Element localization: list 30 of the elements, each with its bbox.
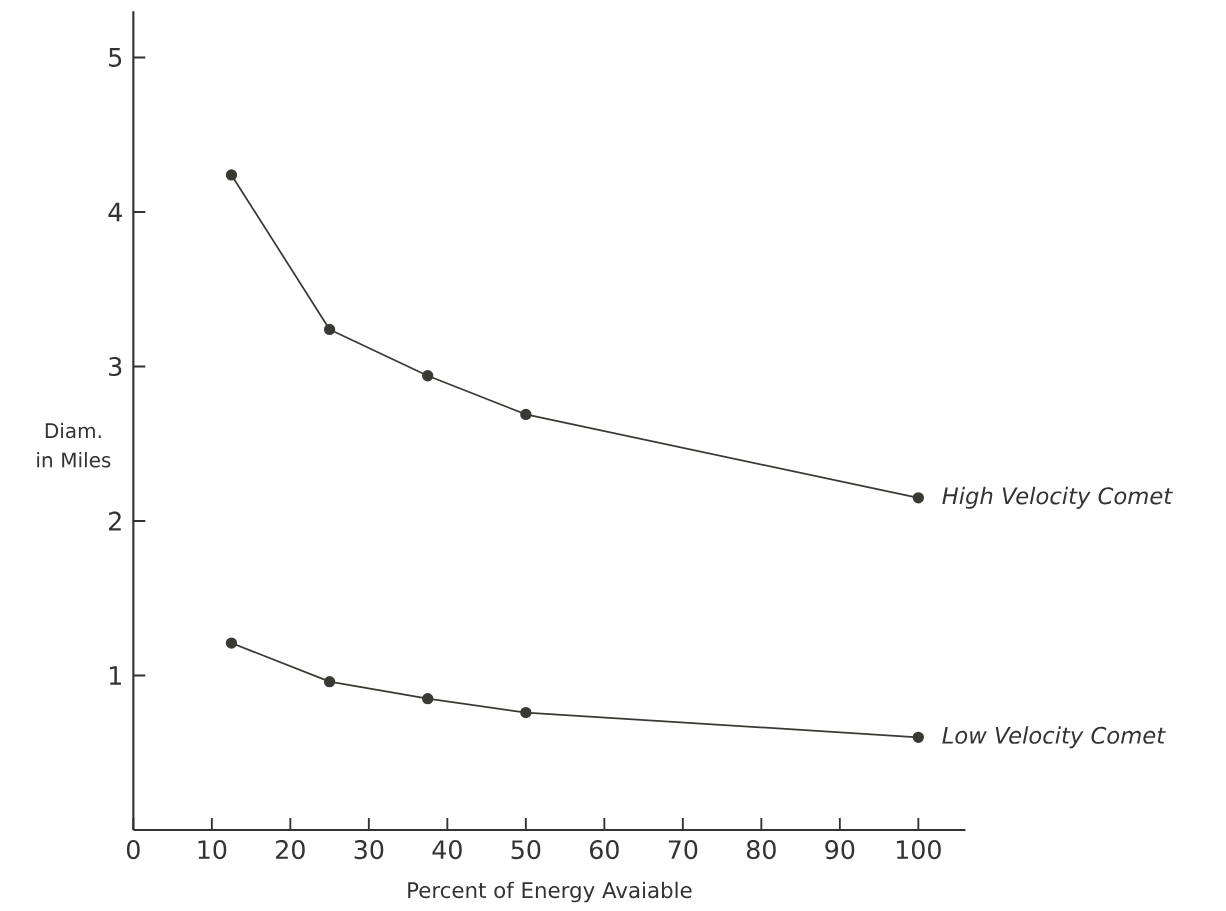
point — [520, 408, 532, 421]
y-tick-label: 4 — [108, 202, 122, 222]
y-tick-label: 3 — [109, 356, 122, 377]
point — [422, 370, 434, 382]
y-tick-label: 5 — [109, 48, 122, 67]
y-axis-title: Diam. in Miles — [37, 422, 111, 468]
point — [225, 637, 238, 649]
y-tick-label: 2 — [109, 511, 121, 531]
series-label: High Velocity Comet — [942, 486, 1173, 509]
x-tick-label: 10 — [198, 840, 227, 860]
point — [520, 706, 532, 719]
y-tick-label: 1 — [109, 666, 121, 685]
point — [323, 323, 336, 336]
x-tick-label: 100 — [896, 840, 941, 860]
x-tick-label: 30 — [354, 840, 384, 860]
point — [912, 731, 925, 743]
point — [323, 676, 336, 688]
x-tick-label: 60 — [590, 840, 619, 860]
x-tick-label: 50 — [511, 840, 541, 860]
point — [912, 492, 925, 504]
x-tick-label: 90 — [825, 840, 855, 860]
x-tick-label: 70 — [668, 840, 698, 860]
x-tick-label: 20 — [276, 840, 305, 860]
x-axis-title: Percent of Energy Avaiable — [408, 881, 692, 903]
series-label: Low Velocity Comet — [942, 726, 1166, 749]
point — [225, 169, 238, 181]
x-tick-label: 0 — [126, 840, 140, 860]
x-tick-label: 80 — [746, 840, 776, 860]
x-tick-label: 40 — [432, 840, 462, 860]
point — [422, 693, 434, 705]
